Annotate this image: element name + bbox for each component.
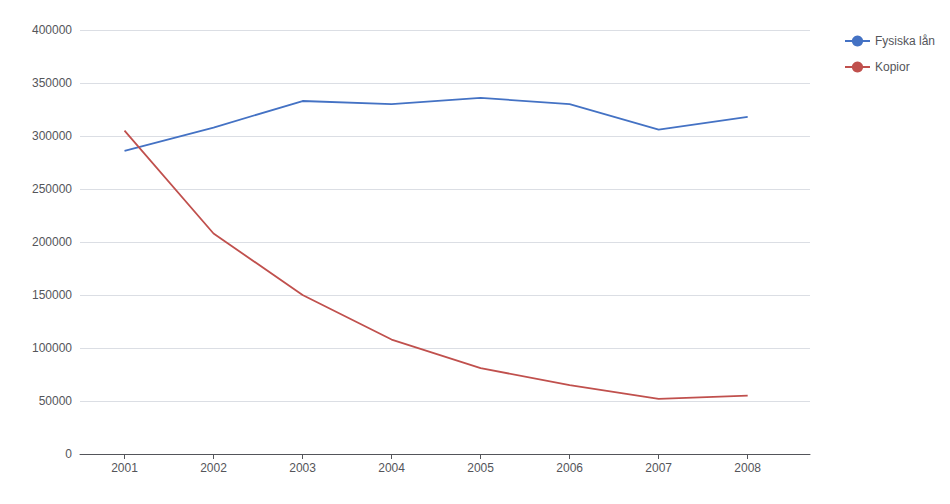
svg-text:400000: 400000 xyxy=(32,23,72,37)
svg-text:2007: 2007 xyxy=(645,461,672,475)
svg-text:2008: 2008 xyxy=(734,461,761,475)
svg-text:2001: 2001 xyxy=(111,461,138,475)
svg-text:200000: 200000 xyxy=(32,235,72,249)
svg-text:300000: 300000 xyxy=(32,129,72,143)
svg-text:2002: 2002 xyxy=(200,461,227,475)
svg-text:0: 0 xyxy=(65,447,72,461)
svg-text:Kopior: Kopior xyxy=(875,60,910,74)
svg-text:100000: 100000 xyxy=(32,341,72,355)
svg-text:Fysiska lån: Fysiska lån xyxy=(875,34,935,48)
svg-text:2005: 2005 xyxy=(467,461,494,475)
svg-text:350000: 350000 xyxy=(32,76,72,90)
svg-text:2006: 2006 xyxy=(556,461,583,475)
svg-text:150000: 150000 xyxy=(32,288,72,302)
svg-text:2004: 2004 xyxy=(378,461,405,475)
svg-text:250000: 250000 xyxy=(32,182,72,196)
svg-text:50000: 50000 xyxy=(39,394,73,408)
svg-text:2003: 2003 xyxy=(289,461,316,475)
